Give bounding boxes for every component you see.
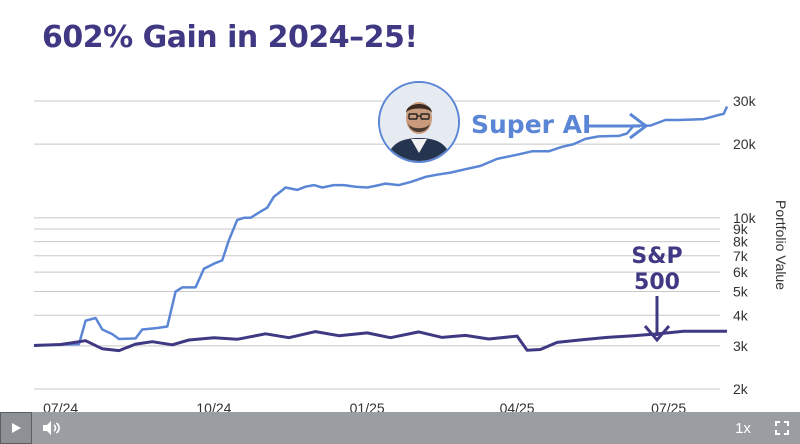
y-tick-label: 3k xyxy=(733,338,749,354)
fullscreen-button[interactable] xyxy=(766,412,798,444)
series-lines xyxy=(33,105,729,353)
y-tick-label: 20k xyxy=(733,136,757,152)
y-axis-label: Portfolio Value xyxy=(773,199,789,291)
x-axis-ticks: 07/24 10/24 01/25 04/25 07/25 xyxy=(43,400,686,416)
y-tick-label: 8k xyxy=(733,234,749,250)
portrait-avatar xyxy=(378,81,460,163)
y-tick-label: 4k xyxy=(733,307,749,323)
super-ai-label: Super AI xyxy=(471,110,592,139)
y-tick-label: 9k xyxy=(733,221,749,237)
series-line-super-ai xyxy=(33,105,729,347)
y-tick-label: 7k xyxy=(733,248,749,264)
series-line-sp500 xyxy=(33,329,727,353)
video-controls-bar: 1x xyxy=(0,412,800,444)
volume-icon xyxy=(43,421,60,435)
playback-speed-button[interactable]: 1x xyxy=(735,419,751,437)
play-icon xyxy=(12,423,21,433)
play-button[interactable] xyxy=(0,412,32,444)
sp500-label: S&P 500 xyxy=(611,244,703,296)
y-tick-label: 2k xyxy=(733,381,749,397)
sp500-label-line2: 500 xyxy=(634,270,680,295)
sp500-label-line1: S&P xyxy=(631,244,683,269)
super-ai-arrowhead xyxy=(629,112,649,140)
y-tick-label: 10k xyxy=(733,210,757,226)
chart-title: 602% Gain in 2024–25! xyxy=(42,20,418,55)
volume-button[interactable] xyxy=(36,412,66,444)
sp500-arrowhead xyxy=(643,325,671,343)
grid-lines xyxy=(34,100,720,390)
fullscreen-icon xyxy=(775,421,789,435)
y-tick-label: 6k xyxy=(733,264,749,280)
y-tick-label: 30k xyxy=(733,93,757,109)
annotation-arrows xyxy=(588,112,671,343)
y-tick-label: 5k xyxy=(733,284,749,300)
